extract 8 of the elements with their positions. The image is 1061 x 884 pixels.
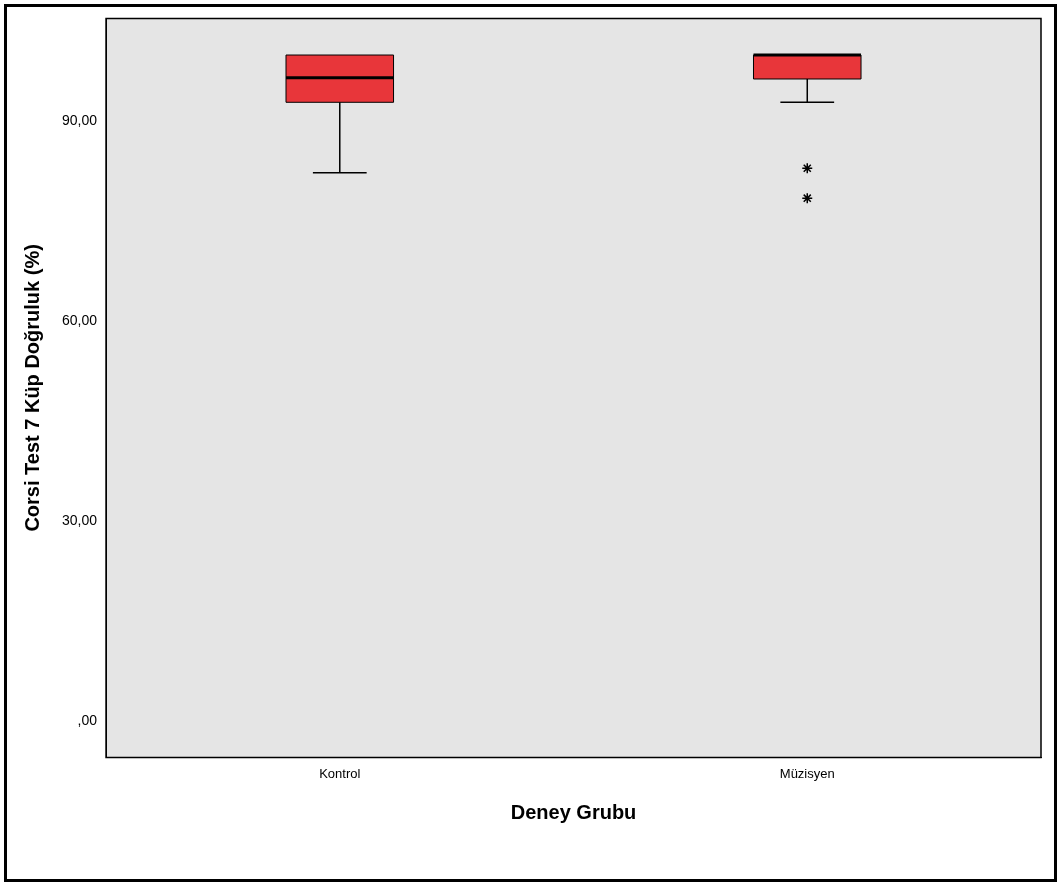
x-tick-label: Kontrol — [319, 765, 361, 781]
y-tick-label: 30,00 — [61, 511, 98, 528]
y-axis-title: Corsi Test 7 Küp Doğruluk (%) — [20, 244, 43, 532]
y-tick-label: 90,00 — [61, 112, 98, 129]
y-tick-label: ,00 — [77, 711, 98, 728]
y-tick-label: 60,00 — [61, 312, 98, 329]
x-tick-label: Müzisyen — [779, 765, 835, 781]
x-axis-title: Deney Grubu — [510, 800, 637, 823]
